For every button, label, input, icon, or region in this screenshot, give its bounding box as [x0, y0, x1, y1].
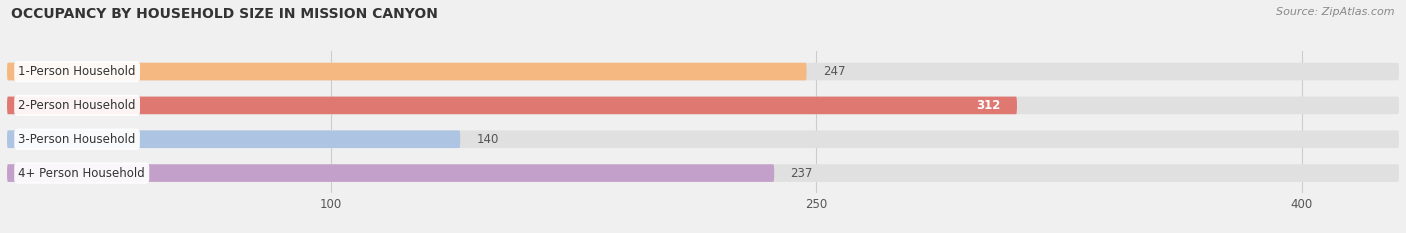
FancyBboxPatch shape — [7, 164, 1399, 182]
Text: 247: 247 — [823, 65, 845, 78]
Text: 312: 312 — [976, 99, 1001, 112]
Text: 2-Person Household: 2-Person Household — [18, 99, 136, 112]
Text: 4+ Person Household: 4+ Person Household — [18, 167, 145, 180]
FancyBboxPatch shape — [7, 63, 807, 80]
FancyBboxPatch shape — [7, 164, 775, 182]
Text: OCCUPANCY BY HOUSEHOLD SIZE IN MISSION CANYON: OCCUPANCY BY HOUSEHOLD SIZE IN MISSION C… — [11, 7, 439, 21]
Text: 3-Person Household: 3-Person Household — [18, 133, 136, 146]
FancyBboxPatch shape — [7, 130, 1399, 148]
Text: 237: 237 — [790, 167, 813, 180]
Text: 140: 140 — [477, 133, 499, 146]
Text: 1-Person Household: 1-Person Household — [18, 65, 136, 78]
FancyBboxPatch shape — [7, 63, 1399, 80]
FancyBboxPatch shape — [7, 130, 460, 148]
Text: Source: ZipAtlas.com: Source: ZipAtlas.com — [1277, 7, 1395, 17]
FancyBboxPatch shape — [7, 97, 1399, 114]
FancyBboxPatch shape — [7, 97, 1017, 114]
